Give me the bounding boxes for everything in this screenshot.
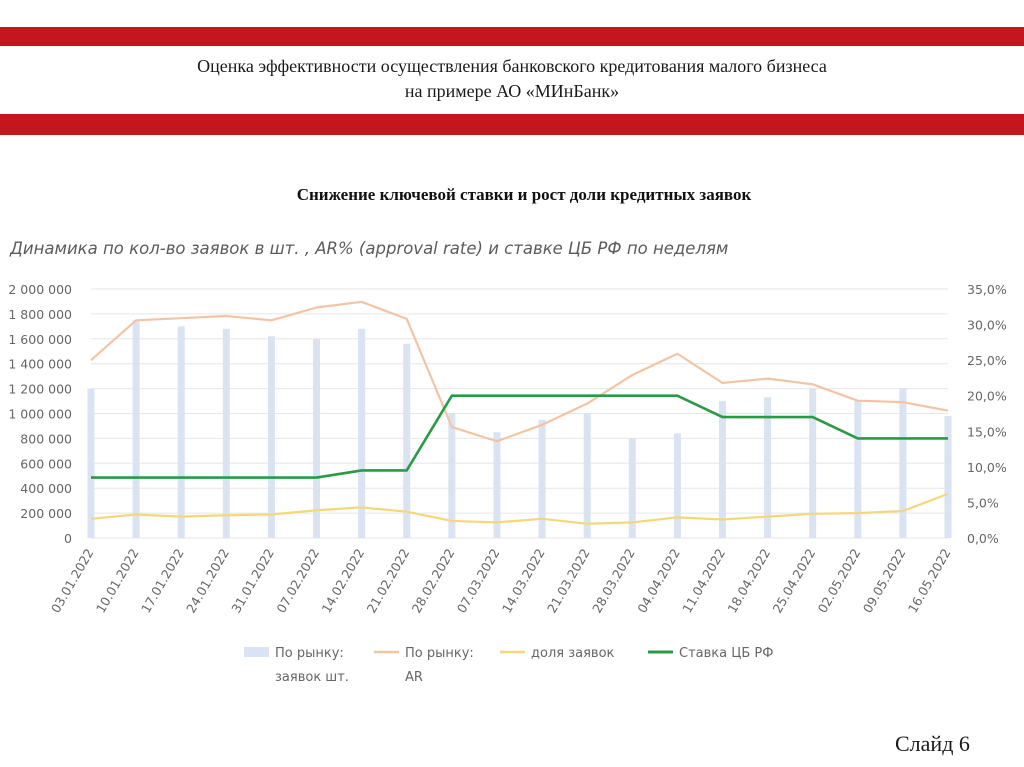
bar [899,388,907,538]
x-tick-label: 09.05.2022 [860,546,909,615]
bar [628,438,636,538]
y-left-tick-label: 1 200 000 [8,382,72,397]
legend-label: По рынку: [275,646,344,661]
y-left-tick-label: 1 800 000 [8,307,72,322]
bar [267,336,275,538]
y-right-tick-label: 10,0% [967,460,1007,475]
x-tick-label: 16.05.2022 [905,546,954,615]
x-tick-label: 24.01.2022 [183,546,232,615]
bar [313,338,321,538]
y-left-tick-label: 1 400 000 [8,357,72,372]
x-tick-label: 03.01.2022 [48,546,97,615]
legend-label: AR [405,670,423,685]
bar [673,433,681,538]
bar [854,401,862,538]
x-tick-label: 14.02.2022 [318,546,367,615]
y-right-tick-label: 35,0% [967,282,1007,297]
bar [809,388,817,538]
series-line [90,492,949,525]
bar [358,328,366,538]
header-title-line-1: Оценка эффективности осуществления банко… [197,56,827,76]
legend-label: заявок шт. [275,670,349,685]
x-tick-label: 21.03.2022 [544,546,593,615]
bar [583,413,591,538]
bar [87,388,95,538]
x-tick-label: 28.03.2022 [589,546,638,615]
x-tick-label: 11.04.2022 [679,546,728,615]
bar [764,397,772,538]
y-right-tick-label: 25,0% [967,353,1007,368]
y-right-tick-label: 0,0% [967,531,999,546]
header-title: Оценка эффективности осуществления банко… [0,54,1024,104]
bar [132,320,140,538]
x-tick-label: 14.03.2022 [499,546,548,615]
header-title-line-2: на примере АО «МИнБанк» [404,81,620,101]
header-bottom-band [0,114,1024,135]
series-line [91,394,948,479]
x-tick-label: 31.01.2022 [228,546,277,615]
x-tick-label: 07.03.2022 [454,546,503,615]
chart-title: Динамика по кол-во заявок в шт. , AR% (a… [10,239,729,258]
y-left-tick-label: 200 000 [20,506,72,521]
x-tick-label: 04.04.2022 [634,546,683,615]
y-left-tick-label: 600 000 [20,456,72,471]
slide-subtitle: Снижение ключевой ставки и рост доли кре… [296,185,752,204]
bar [538,419,546,538]
bar [222,328,230,538]
slide-number: Слайд 6 [895,731,970,756]
y-left-tick-label: 0 [64,531,72,546]
x-tick-label: 28.02.2022 [409,546,458,615]
x-tick-label: 07.02.2022 [273,546,322,615]
x-tick-label: 17.01.2022 [138,546,187,615]
y-right-tick-label: 15,0% [967,424,1007,439]
bar [944,415,952,538]
y-right-tick-label: 5,0% [967,495,999,510]
legend-label: По рынку: [405,646,474,661]
series-line [90,300,949,443]
legend-label: Ставка ЦБ РФ [679,646,773,661]
combo-chart: 0 200 000 400 000 600 000 800 000 1 000 000 1 … [8,282,1007,685]
y-left-tick-label: 1 600 000 [8,332,72,347]
bar [718,401,726,538]
y-right-tick-label: 30,0% [967,318,1007,333]
bar [493,432,501,538]
x-tick-label: 25.04.2022 [770,546,819,615]
x-tick-label: 10.01.2022 [93,546,142,615]
header-top-band [0,27,1024,46]
y-left-tick-label: 400 000 [20,481,72,496]
legend-label: доля заявок [531,646,615,661]
bar [448,413,456,538]
y-left-tick-label: 800 000 [20,431,72,446]
x-tick-label: 02.05.2022 [815,546,864,615]
y-right-tick-label: 20,0% [967,389,1007,404]
legend-swatch [244,647,269,657]
x-tick-label: 18.04.2022 [724,546,773,615]
x-tick-label: 21.02.2022 [364,546,413,615]
bar [403,343,411,538]
y-left-tick-label: 1 000 000 [8,407,72,422]
bar [177,326,185,538]
y-left-tick-label: 2 000 000 [8,282,72,297]
